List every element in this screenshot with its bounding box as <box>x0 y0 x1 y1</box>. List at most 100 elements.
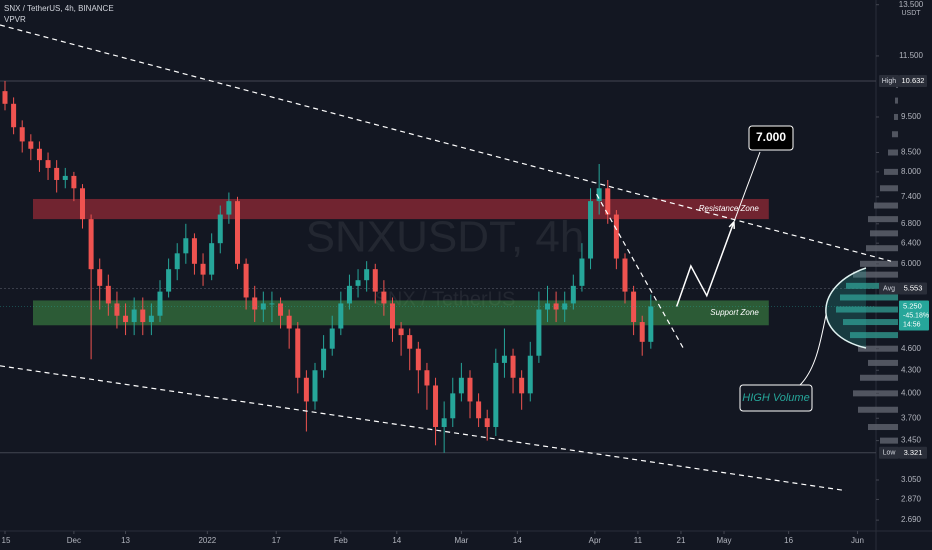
y-tick-label: 3.700 <box>901 413 922 422</box>
candle-body <box>415 348 421 371</box>
candle-body <box>467 377 473 402</box>
candle-body <box>234 201 240 264</box>
y-tick-label: 6.400 <box>901 238 922 247</box>
candle-body <box>28 141 34 149</box>
candle-body <box>260 303 266 310</box>
indicator-name: VPVR <box>4 15 26 24</box>
x-tick-label: Apr <box>589 536 602 545</box>
candle-body <box>364 269 370 281</box>
y-tick-label: 6.800 <box>901 219 922 228</box>
volume-profile-bar <box>868 216 898 223</box>
y-tick-label: 8.000 <box>901 167 922 176</box>
candle-body <box>605 188 611 215</box>
candle-body <box>226 201 232 215</box>
volume-profile-bar <box>880 437 898 444</box>
volume-profile-bar <box>894 113 898 120</box>
candle-body <box>596 188 602 202</box>
y-tick-label: 4.000 <box>901 388 922 397</box>
x-tick-label: 14 <box>392 536 401 545</box>
volume-profile-bar <box>853 271 898 278</box>
watermark: SNXUSDT, 4h <box>306 213 585 262</box>
y-unit: USDT <box>901 10 921 17</box>
price-tag-name: Low <box>883 450 897 457</box>
candle-body <box>295 328 301 378</box>
candle-body <box>174 253 180 270</box>
x-tick-label: 2022 <box>198 536 216 545</box>
candle-body <box>441 418 447 428</box>
volume-profile-bar <box>858 406 898 413</box>
candle-body <box>450 393 456 419</box>
candle-body <box>217 214 223 244</box>
candle-body <box>381 291 387 304</box>
chart-title: SNX / TetherUS, 4h, BINANCE <box>4 4 114 13</box>
x-tick-label: 16 <box>784 536 793 545</box>
candle-body <box>613 214 619 259</box>
candle-body <box>303 377 309 402</box>
candle-body <box>570 285 576 304</box>
candle-body <box>200 263 206 275</box>
zone <box>32 198 769 220</box>
y-tick-label: 2.690 <box>901 515 922 524</box>
candle-body <box>62 175 68 180</box>
price-tag-name: Avg <box>883 285 895 292</box>
annotation-box <box>739 384 813 412</box>
candle-body <box>166 269 172 292</box>
x-tick-label: 14 <box>513 536 522 545</box>
y-tick-label: 7.400 <box>901 192 922 201</box>
x-tick-label: May <box>716 536 731 545</box>
candle-body <box>183 238 189 254</box>
volume-profile-bar <box>884 168 898 175</box>
y-tick-label: 8.500 <box>901 148 922 157</box>
y-tick-label: 9.500 <box>901 112 922 121</box>
price-tag-name-box <box>879 446 899 459</box>
candle-body <box>148 315 154 323</box>
candle-body <box>140 309 146 323</box>
candle-body <box>123 315 129 323</box>
price-tag-box <box>899 75 927 88</box>
target-label: 7.000 <box>756 130 786 144</box>
candle-body <box>536 309 542 356</box>
price-tag-name-box <box>879 75 899 88</box>
candle-body <box>355 280 361 286</box>
annotation-text: HIGH Volume <box>742 392 809 404</box>
y-tick-label: 3.450 <box>901 436 922 445</box>
candle-body <box>372 269 378 292</box>
candle-body <box>45 160 51 168</box>
volume-profile-bar <box>866 245 898 252</box>
last-price-label: 5.250 <box>903 301 922 310</box>
x-tick-label: 11 <box>634 536 643 545</box>
volume-profile-bar <box>895 97 898 104</box>
candle-body <box>252 297 258 310</box>
y-tick-label: 4.300 <box>901 365 922 374</box>
volume-profile-bar <box>868 424 898 431</box>
last-price-countdown: 14:56 <box>903 321 921 328</box>
candle-body <box>312 370 318 402</box>
zone-label: Support Zone <box>710 308 759 317</box>
x-tick-label: 17 <box>272 536 281 545</box>
candle-body <box>329 328 335 349</box>
candle-body <box>71 175 77 189</box>
volume-profile-bar <box>888 149 898 156</box>
candle-body <box>114 303 120 316</box>
candle-body <box>622 258 628 292</box>
candle-body <box>36 148 42 161</box>
price-tag-name-box <box>879 282 899 295</box>
candle-body <box>191 238 197 264</box>
candle-body <box>544 303 550 310</box>
candle-body <box>2 91 8 104</box>
volume-profile-bar <box>892 131 898 138</box>
candle-body <box>631 291 637 323</box>
candle-body <box>321 348 327 371</box>
candle-body <box>105 285 111 304</box>
candle-body <box>54 167 60 180</box>
candle-body <box>79 188 85 220</box>
trend-line <box>596 193 685 350</box>
candle-body <box>11 103 17 128</box>
price-tag-name: High <box>882 78 897 85</box>
watermark-subtitle: SNX / TetherUS <box>375 288 516 310</box>
y-tick-label: 6.000 <box>901 259 922 268</box>
x-tick-label: Mar <box>454 536 468 545</box>
candle-body <box>579 258 585 286</box>
price-tag-box <box>899 446 927 459</box>
